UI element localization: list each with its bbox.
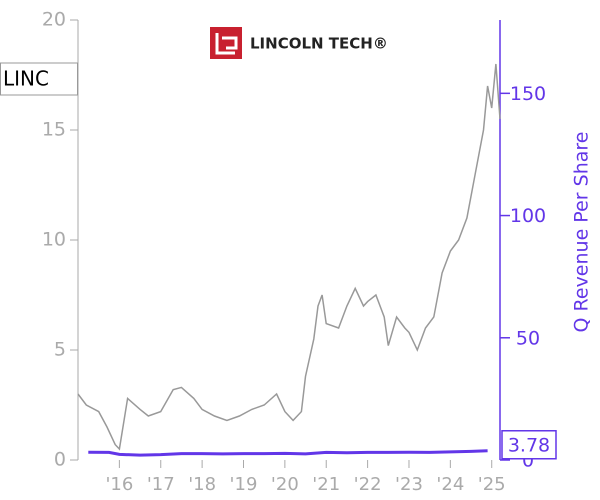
legend-box [0, 62, 78, 96]
x-tick-label: '18 [188, 474, 216, 495]
x-tick-label: '17 [147, 474, 175, 495]
legend-label: LINC [3, 67, 49, 91]
y-tick-label: 5 [54, 339, 66, 361]
y2-axis-label: Q Revenue Per Share [571, 132, 593, 333]
y2-tick-label: 50 [516, 327, 540, 349]
x-tick-label: '25 [478, 474, 506, 495]
y-tick-label: 0 [54, 449, 66, 471]
y-tick-label: 10 [42, 229, 66, 251]
y-tick-label: 15 [42, 119, 66, 141]
value-label: 3.78 [508, 434, 550, 456]
x-tick-label: '20 [271, 474, 299, 495]
x-tick-label: '22 [354, 474, 382, 495]
series-line [77, 63, 501, 451]
value-label-box [501, 430, 557, 460]
x-tick-label: '16 [105, 474, 133, 495]
x-tick-label: '24 [436, 474, 464, 495]
logo-icon-mark [215, 33, 238, 55]
y2-tick-label: 100 [510, 205, 546, 227]
x-tick-label: '19 [230, 474, 258, 495]
y-tick-label: 20 [42, 9, 66, 31]
series-line [88, 449, 488, 457]
logo: LINCOLN TECH® [210, 27, 388, 59]
x-tick-label: '23 [395, 474, 423, 495]
y2-tick-label: 150 [510, 83, 546, 105]
x-tick-label: '21 [312, 474, 340, 495]
logo-text: LINCOLN TECH® [250, 35, 388, 53]
